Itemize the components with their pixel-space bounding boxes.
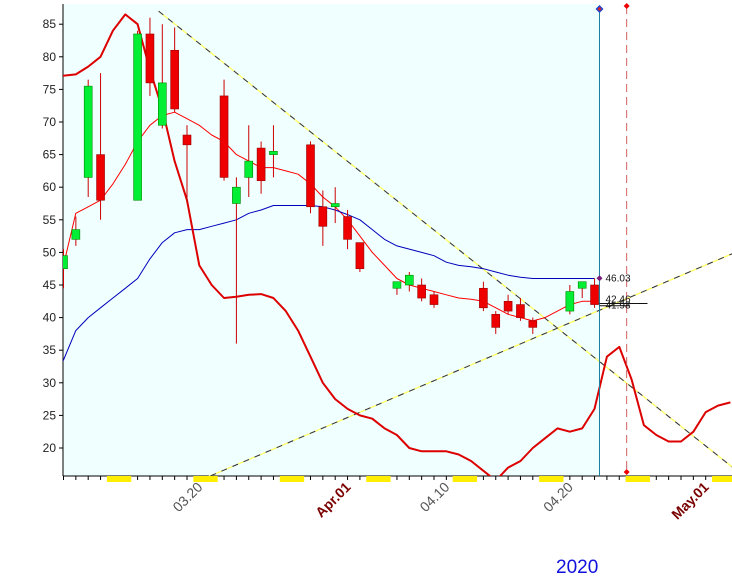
- candle-body: [63, 255, 68, 270]
- candle-body: [330, 203, 340, 208]
- plot-area: [63, 10, 732, 476]
- candle-body: [479, 287, 488, 309]
- candle-body: [170, 49, 179, 110]
- candle-body: [158, 82, 167, 126]
- y-tick-label: 55: [43, 213, 57, 227]
- candle-body: [256, 147, 266, 181]
- history-background: [63, 4, 600, 476]
- candle-body: [83, 85, 93, 178]
- year-label: 2020: [556, 557, 599, 578]
- y-tick-label: 30: [43, 376, 57, 390]
- y-tick-label: 20: [43, 441, 57, 455]
- value-annotation: 42.46: [605, 295, 630, 306]
- candle-body: [318, 206, 328, 227]
- candle-body: [96, 154, 105, 201]
- weekend-marker: [712, 476, 732, 482]
- y-tick-label: 50: [43, 245, 57, 259]
- future-bottom-marker: [623, 469, 630, 475]
- y-tick-label: 35: [43, 343, 57, 357]
- candle-body: [71, 229, 81, 240]
- candle-body: [133, 33, 142, 201]
- value-annotation: 46.03: [605, 273, 630, 284]
- candle-body: [244, 160, 254, 178]
- candle-body: [565, 291, 575, 312]
- y-tick-label: 70: [43, 115, 57, 129]
- value-marker: [596, 275, 603, 282]
- candle-body: [232, 186, 241, 204]
- candle-body: [590, 284, 599, 305]
- candle-body: [577, 281, 587, 289]
- weekend-marker: [106, 476, 132, 482]
- candle-body: [145, 33, 155, 84]
- y-tick-label: 80: [43, 50, 57, 64]
- y-tick-label: 45: [43, 278, 57, 292]
- candle-body: [269, 151, 278, 155]
- candle-body: [516, 304, 525, 318]
- x-date-label: 04.20: [540, 479, 576, 515]
- candle-body: [392, 281, 402, 289]
- y-tick-label: 85: [43, 17, 57, 31]
- trendline: [208, 253, 732, 476]
- trendline: [158, 10, 732, 468]
- candle-body: [429, 294, 439, 305]
- candle-body: [182, 134, 192, 146]
- candle-body: [491, 314, 501, 328]
- current-top-marker-inner: [597, 7, 602, 11]
- y-tick-label: 75: [43, 82, 57, 96]
- y-tick-label: 40: [43, 311, 57, 325]
- candle-body: [343, 216, 352, 240]
- forecast-background: [599, 4, 732, 476]
- x-date-label: 03.20: [169, 479, 205, 515]
- weekend-marker: [625, 476, 650, 482]
- candle-body: [219, 95, 229, 178]
- value-annotation: 41.98: [605, 301, 630, 312]
- x-date-label: Apr.01: [312, 479, 354, 521]
- candle-body: [355, 242, 365, 269]
- candle-body: [503, 300, 513, 312]
- series-line-2: [63, 13, 731, 476]
- future-top-marker: [623, 3, 630, 9]
- weekend-marker: [539, 476, 564, 482]
- y-tick-label: 65: [43, 148, 57, 162]
- weekend-marker: [193, 476, 218, 482]
- y-tick-label: 60: [43, 180, 57, 194]
- candle-body: [306, 144, 315, 208]
- x-date-label: 04.10: [416, 479, 452, 515]
- candle-body: [528, 320, 538, 328]
- weekend-marker: [366, 476, 391, 482]
- x-date-label: May.01: [668, 479, 712, 523]
- weekend-marker: [279, 476, 305, 482]
- series-line-0: [63, 111, 595, 322]
- candle-body: [417, 284, 426, 299]
- y-tick-label: 25: [43, 408, 57, 422]
- candle-body: [404, 274, 414, 286]
- weekend-marker: [452, 476, 478, 482]
